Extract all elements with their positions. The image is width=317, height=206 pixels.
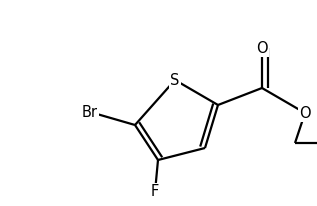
Text: Br: Br xyxy=(82,104,98,119)
Text: F: F xyxy=(151,185,159,199)
Text: O: O xyxy=(256,41,268,55)
Text: S: S xyxy=(170,73,180,88)
Text: O: O xyxy=(299,105,311,121)
